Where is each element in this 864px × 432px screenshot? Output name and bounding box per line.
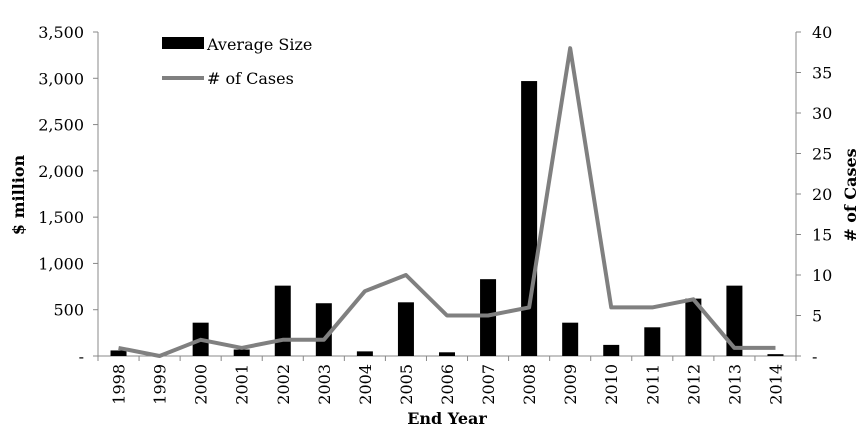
bar-average-size — [480, 279, 497, 356]
x-tick-label: 1999 — [151, 364, 170, 405]
bar-average-size — [110, 350, 127, 356]
left-tick-label: 500 — [53, 301, 84, 320]
x-tick-label: 2004 — [356, 364, 375, 405]
left-tick-label: 1,500 — [38, 208, 84, 227]
x-tick-label: 2011 — [643, 364, 662, 405]
left-tick-label: 1,000 — [38, 254, 84, 273]
x-tick-label: 2008 — [520, 364, 539, 405]
left-axis-ticks: - 500 1,000 1,500 2,000 2,500 3,000 3,500 — [38, 23, 98, 366]
x-tick-label: 2010 — [602, 364, 621, 405]
right-tick-label: 25 — [812, 145, 832, 164]
x-tick-label: 2009 — [561, 364, 580, 405]
x-tick-label: 2014 — [766, 364, 785, 405]
x-tick-label: 2000 — [192, 364, 211, 405]
bar-average-size — [685, 298, 702, 356]
right-tick-label: 30 — [812, 104, 832, 123]
bar-average-size — [521, 81, 538, 356]
right-tick-label: 10 — [812, 266, 832, 285]
bar-average-size — [397, 302, 414, 356]
left-tick-label: 3,500 — [38, 23, 84, 42]
bar-average-size — [233, 349, 250, 356]
bar-average-size — [274, 285, 291, 356]
bar-average-size — [315, 303, 332, 356]
right-tick-label: 5 — [812, 307, 822, 326]
left-tick-label: 3,000 — [38, 69, 84, 88]
bar-average-size — [439, 352, 455, 356]
right-tick-label: 35 — [812, 64, 832, 83]
x-tick-label: 2005 — [397, 364, 416, 405]
x-tick-label: 2007 — [479, 364, 498, 405]
right-tick-label: 40 — [812, 23, 832, 42]
legend-label-cases: # of Cases — [207, 69, 294, 88]
y2-axis-title: # of Cases — [841, 148, 860, 241]
y-axis-title: $ million — [9, 155, 28, 236]
right-tick-label: - — [812, 347, 817, 366]
bar-average-size — [726, 285, 743, 356]
bar-average-size — [767, 354, 784, 356]
legend-label-average-size: Average Size — [206, 35, 312, 54]
x-tick-label: 2006 — [438, 364, 457, 405]
left-tick-label: - — [79, 347, 84, 366]
x-tick-label: 1998 — [110, 364, 129, 405]
line-cases — [118, 46, 776, 358]
legend-swatch-average-size — [162, 37, 204, 49]
right-axis-ticks: - 5 10 15 20 25 30 35 40 — [796, 23, 832, 366]
bar-average-size — [356, 351, 373, 356]
bar-series — [110, 81, 784, 356]
line-series — [118, 46, 776, 358]
legend: Average Size # of Cases — [162, 35, 312, 88]
x-axis-ticks: 1998 1999 2000 2001 2002 2003 2004 2005 2006 2007… — [97, 356, 797, 405]
right-tick-label: 15 — [812, 226, 832, 245]
x-tick-label: 2001 — [233, 364, 252, 405]
bar-average-size — [644, 327, 661, 356]
x-axis-title: End Year — [407, 409, 487, 428]
bar-average-size — [603, 344, 620, 356]
left-tick-label: 2,000 — [38, 162, 84, 181]
x-tick-label: 2003 — [315, 364, 334, 405]
x-tick-label: 2002 — [274, 364, 293, 405]
right-tick-label: 20 — [812, 185, 832, 204]
x-tick-label: 2013 — [725, 364, 744, 405]
bar-average-size — [562, 322, 579, 356]
x-tick-label: 2012 — [684, 364, 703, 405]
left-tick-label: 2,500 — [38, 116, 84, 135]
